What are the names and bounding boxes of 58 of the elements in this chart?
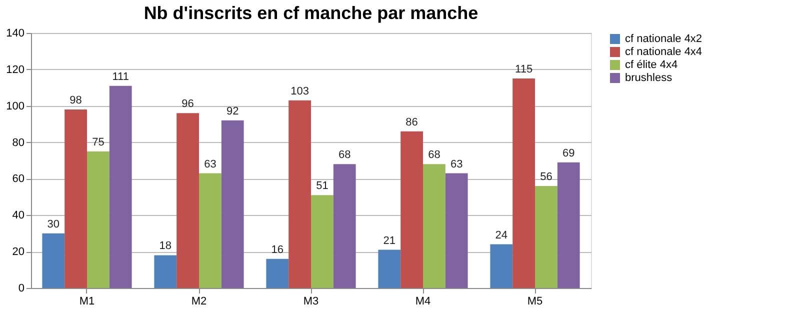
data-label: 69 (562, 147, 575, 160)
legend-label: brushless (625, 72, 673, 84)
data-label: 111 (112, 70, 129, 83)
y-tick-label: 100 (6, 100, 24, 112)
bar (176, 113, 199, 288)
y-tick-label: 80 (12, 136, 24, 149)
legend-label: cf élite 4x4 (625, 59, 678, 71)
data-label: 16 (271, 244, 284, 256)
data-label: 115 (515, 64, 533, 76)
legend-label: cf nationale 4x2 (625, 33, 702, 45)
bar (87, 151, 110, 288)
bar (311, 195, 334, 288)
bar (423, 164, 446, 288)
bar (535, 186, 558, 288)
y-tick-label: 40 (12, 210, 24, 222)
data-label: 63 (450, 158, 463, 170)
bar (266, 258, 289, 288)
bar (109, 86, 132, 288)
data-label: 68 (338, 149, 351, 162)
bar (557, 162, 580, 288)
bar (288, 100, 311, 288)
x-tick-label: M1 (79, 296, 95, 308)
chart-title: Nb d'inscrits en cf manche par manche (144, 3, 478, 23)
data-label: 68 (428, 149, 440, 162)
y-tick-label: 120 (6, 64, 24, 76)
y-tick-label: 60 (12, 173, 24, 186)
bar (221, 120, 244, 288)
x-tick-label: M5 (527, 296, 543, 308)
data-label: 96 (182, 98, 194, 110)
data-label: 56 (540, 171, 552, 183)
bar (400, 131, 423, 288)
bar (378, 250, 401, 288)
data-label: 63 (204, 158, 216, 170)
data-label: 92 (226, 105, 239, 118)
x-tick-label: M3 (303, 296, 319, 308)
bar (42, 233, 65, 288)
bar (490, 244, 513, 288)
x-tick-label: M4 (415, 296, 431, 308)
data-label: 24 (495, 229, 508, 242)
y-tick-label: 0 (18, 282, 24, 294)
data-label: 51 (316, 180, 328, 192)
data-label: 18 (159, 240, 172, 252)
x-tick-label: M2 (191, 296, 207, 308)
bar (154, 255, 177, 288)
bar (64, 110, 87, 288)
bar (512, 78, 535, 288)
data-label: 98 (70, 94, 82, 106)
bar (333, 164, 356, 288)
data-label: 103 (290, 85, 309, 98)
legend-label: cf nationale 4x4 (625, 46, 702, 58)
data-label: 21 (383, 234, 396, 247)
data-label: 75 (92, 136, 104, 148)
bar (445, 173, 468, 288)
bar (199, 173, 222, 288)
data-label: 30 (47, 218, 60, 230)
data-label: 86 (406, 116, 418, 128)
y-tick-label: 140 (6, 28, 24, 40)
y-tick-label: 20 (12, 246, 24, 258)
